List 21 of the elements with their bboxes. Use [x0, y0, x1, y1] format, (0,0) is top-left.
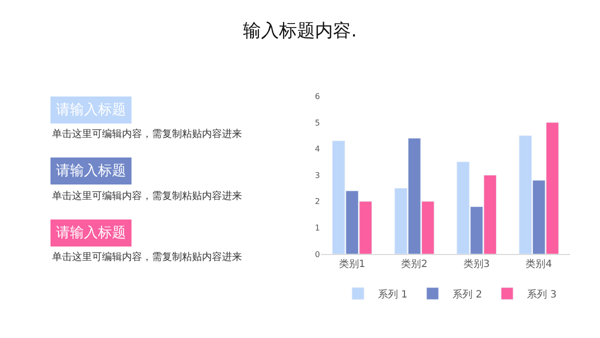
- legend-label: 系列 1: [378, 288, 408, 300]
- y-tick-label: 0: [314, 250, 320, 259]
- y-tick-label: 5: [314, 118, 320, 128]
- text: 单击这里可编辑内容，需复制粘贴内容进来: [52, 190, 242, 202]
- x-tick-label: 类别1: [338, 258, 366, 270]
- text: 请输入标题: [56, 225, 126, 241]
- y-tick-label: 4: [314, 144, 320, 154]
- x-tick-label: 类别4: [526, 258, 552, 270]
- y-tick-label: 6: [314, 92, 320, 101]
- y-tick-label: 3: [314, 170, 320, 180]
- text: 单击这里可编辑内容，需复制粘贴内容进来: [52, 128, 242, 140]
- legend-label: 系列 2: [452, 288, 482, 300]
- y-tick-label: 1: [314, 224, 320, 233]
- text: 请输入标题: [56, 102, 126, 118]
- y-tick-label: 2: [314, 197, 320, 206]
- legend-label: 系列 3: [527, 288, 557, 300]
- x-tick-label: 类别3: [463, 258, 490, 270]
- chart-title: 输入标题内容.: [243, 20, 357, 42]
- x-tick-label: 类别2: [401, 258, 428, 270]
- text: 单击这里可编辑内容，需复制粘贴内容进来: [52, 251, 242, 263]
- text: 请输入标题: [56, 163, 126, 179]
